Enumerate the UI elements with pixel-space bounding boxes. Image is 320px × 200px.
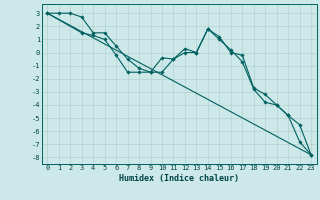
- X-axis label: Humidex (Indice chaleur): Humidex (Indice chaleur): [119, 174, 239, 183]
